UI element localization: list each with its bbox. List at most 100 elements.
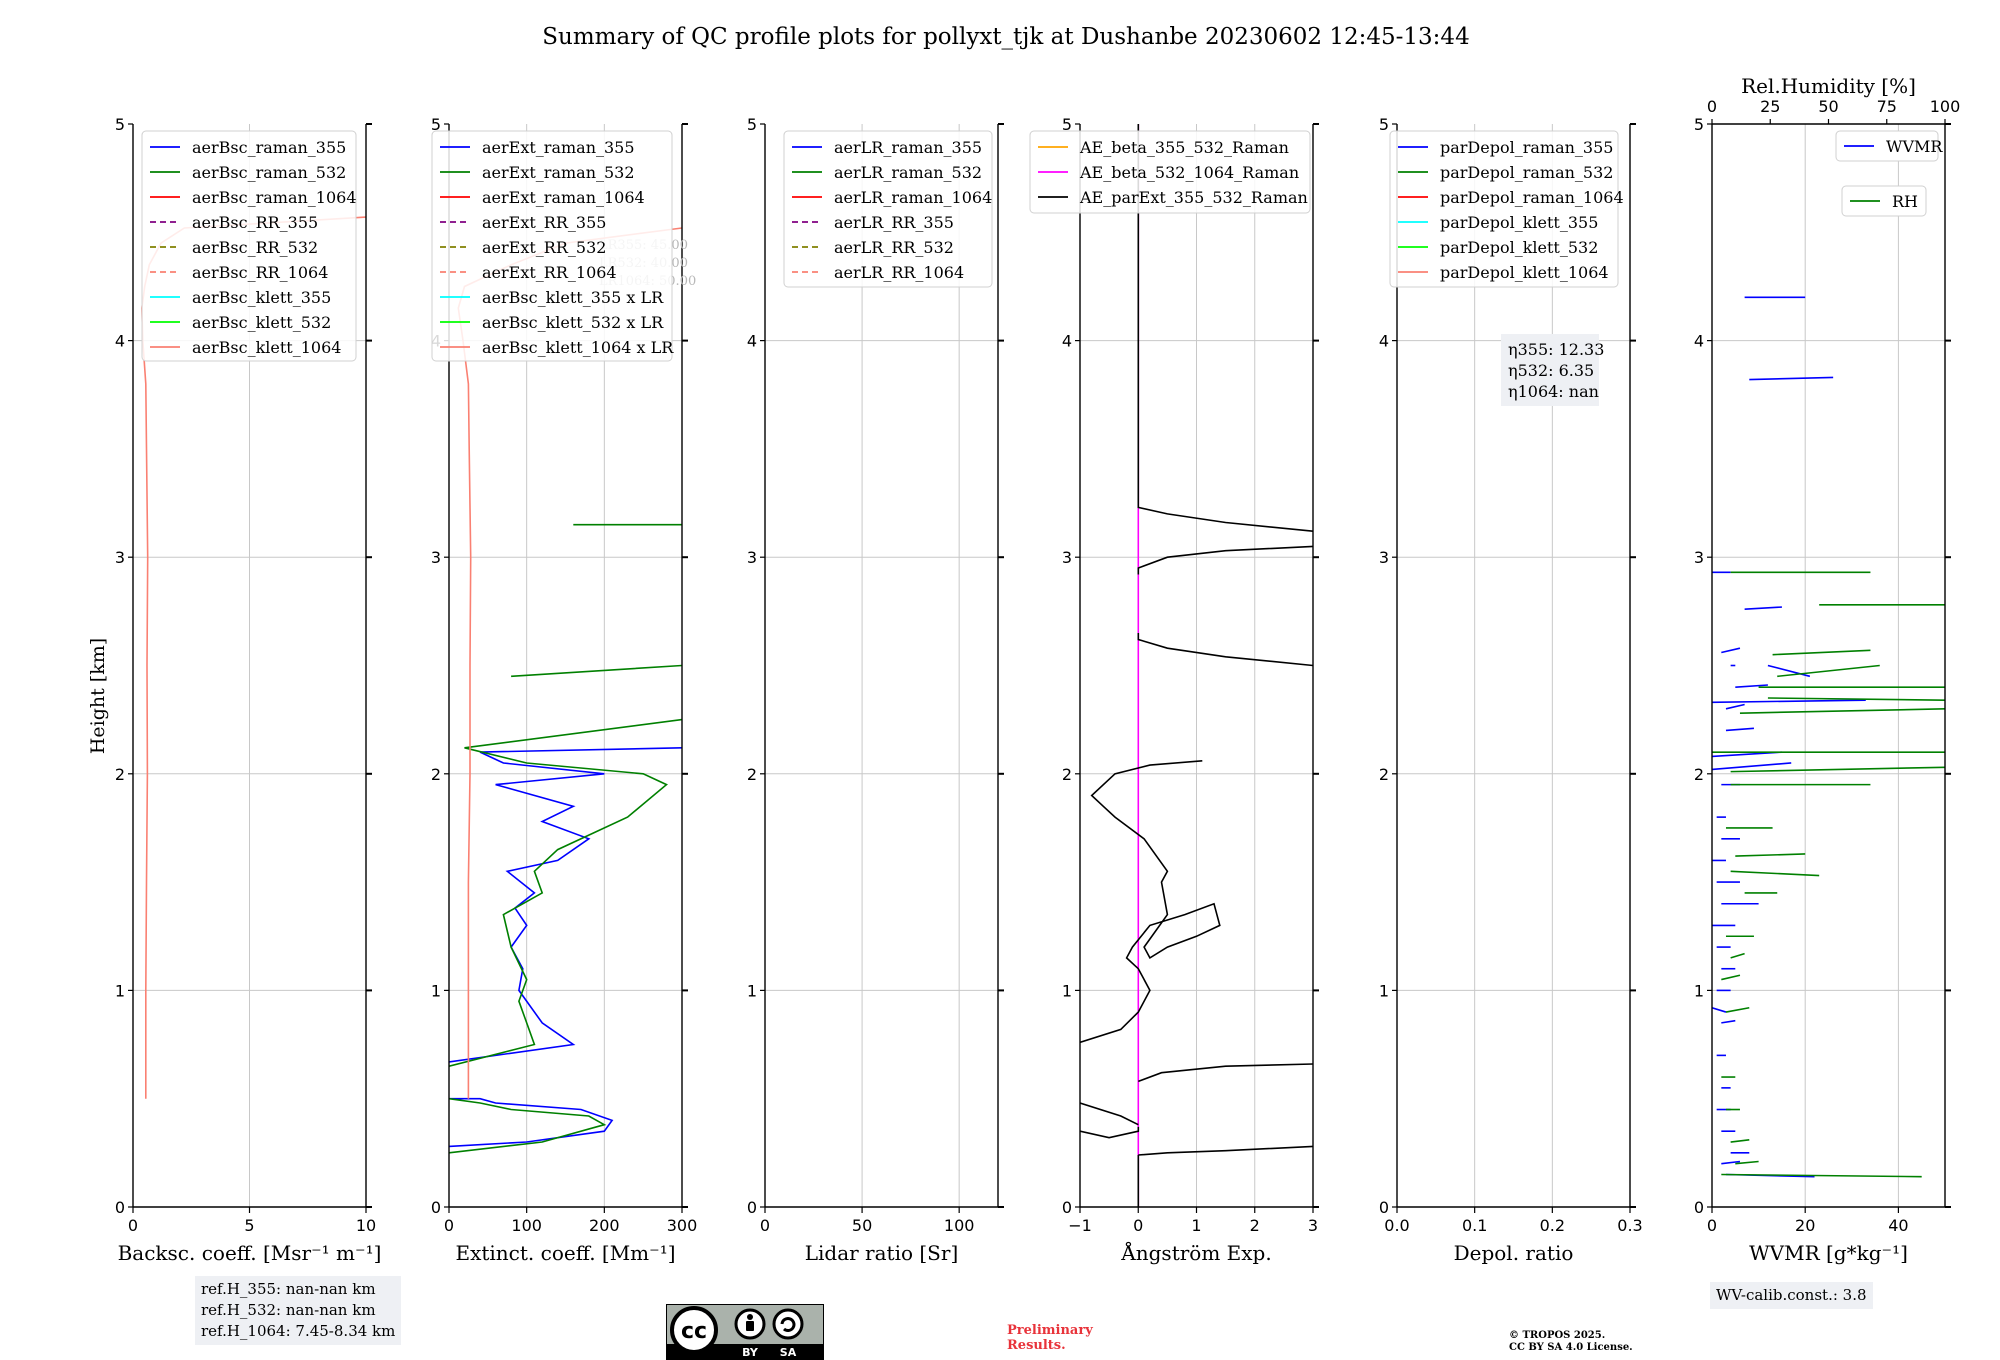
- top-x-tick-label: 25: [1760, 97, 1780, 116]
- plot-area: [1080, 124, 1313, 1207]
- legend-entry: aerLR_RR_355: [834, 213, 954, 232]
- cc-license-badge: cc BY SA: [666, 1304, 824, 1360]
- y-tick-label: 4: [1694, 332, 1704, 351]
- legend-entry: aerBsc_klett_355 x LR: [482, 288, 664, 307]
- x-tick-label: 200: [589, 1216, 620, 1235]
- top-x-tick-label: 75: [1877, 97, 1897, 116]
- y-tick-label: 4: [1062, 332, 1072, 351]
- eta-label: η355: 12.33: [1508, 340, 1604, 359]
- legend-entry: aerBsc_RR_1064: [192, 263, 328, 282]
- x-tick-label: 20: [1795, 1216, 1815, 1235]
- x-tick-label: 0: [1707, 1216, 1717, 1235]
- y-tick-label: 3: [747, 548, 757, 567]
- x-tick-label: 10: [356, 1216, 376, 1235]
- top-x-tick-label: 100: [1930, 97, 1961, 116]
- panel-backscatter: 0 1 2 3 4 5 0 5 10 Backsc. coeff. [Msr⁻¹ m⁻¹] aerB…: [115, 115, 382, 1265]
- series-wvmr-segment: [1721, 1160, 1741, 1165]
- y-tick-label: 1: [431, 981, 441, 1000]
- y-tick-label: 2: [431, 765, 441, 784]
- copyright-note: © TROPOS 2025. CC BY SA 4.0 License.: [1509, 1330, 1633, 1354]
- x-tick-label: 0: [760, 1216, 770, 1235]
- y-tick-label: 0: [747, 1198, 757, 1217]
- y-tick-label: 1: [1062, 981, 1072, 1000]
- legend-box: [431, 130, 673, 362]
- legend-box: [1841, 185, 1927, 217]
- series-aerext_raman_355: [449, 747, 682, 1148]
- series-wvmr-segment: [1725, 703, 1745, 710]
- legend-entry: aerBsc_RR_532: [192, 238, 318, 257]
- legend-entry: aerLR_RR_532: [834, 238, 954, 257]
- series-wvmr-segment: [1744, 606, 1782, 610]
- series-rh-segment: [1730, 870, 1820, 877]
- ref-line: ref.H_1064: 7.45-8.34 km: [201, 1322, 396, 1340]
- legend-entry: aerExt_raman_1064: [482, 188, 645, 207]
- y-tick-label: 2: [1379, 765, 1389, 784]
- legend-entry: parDepol_raman_532: [1440, 163, 1613, 182]
- y-tick-label: 4: [1379, 332, 1389, 351]
- legend-entry: aerBsc_raman_532: [192, 163, 346, 182]
- y-tick-label: 5: [747, 115, 757, 134]
- legend-entry: parDepol_raman_1064: [1440, 188, 1624, 207]
- x-tick-label: 0: [1133, 1216, 1143, 1235]
- series-wvmr-segment: [1721, 647, 1741, 654]
- y-tick-label: 3: [1062, 548, 1072, 567]
- x-axis-label: Lidar ratio [Sr]: [805, 1241, 959, 1265]
- series-aerext_raman_532: [449, 523, 682, 1154]
- series-rh-segment: [1739, 708, 1945, 714]
- legend-entry: parDepol_klett_532: [1440, 238, 1598, 257]
- y-tick-label: 2: [747, 765, 757, 784]
- x-tick-label: 50: [852, 1216, 872, 1235]
- series-wvmr-segment: [1749, 376, 1834, 381]
- legend-entry: aerBsc_klett_1064 x LR: [482, 338, 674, 357]
- x-tick-label: 1: [1191, 1216, 1201, 1235]
- legend-entry: aerExt_RR_1064: [482, 263, 617, 282]
- legend-entry: aerBsc_raman_1064: [192, 188, 357, 207]
- legend-box: [1389, 130, 1619, 288]
- legend-entry: parDepol_klett_1064: [1440, 263, 1609, 282]
- eta-label: η532: 6.35: [1508, 361, 1594, 380]
- legend-box: [783, 130, 993, 288]
- sa-label: SA: [780, 1346, 797, 1359]
- legend-entry: aerExt_RR_355: [482, 213, 606, 232]
- series-wvmr-segment: [1735, 684, 1768, 688]
- legend-entry: RH: [1892, 192, 1918, 211]
- y-tick-label: 3: [1379, 548, 1389, 567]
- y-tick-label: 2: [1062, 765, 1072, 784]
- eta-box: [1501, 334, 1599, 406]
- figure-title: Summary of QC profile plots for pollyxt_…: [542, 24, 1469, 50]
- x-tick-label: 2: [1250, 1216, 1260, 1235]
- series-wvmr-segment: [1725, 727, 1755, 732]
- series-wvmr-segment: [1721, 1019, 1736, 1024]
- y-axis-label: Height [km]: [87, 638, 109, 754]
- legend-entry: parDepol_raman_355: [1440, 138, 1613, 157]
- legend-entry: aerLR_raman_355: [834, 138, 982, 157]
- y-tick-label: 1: [747, 981, 757, 1000]
- y-tick-label: 1: [1379, 981, 1389, 1000]
- series-wvmr-segment: [1767, 664, 1811, 678]
- series-rh-segment: [1772, 649, 1871, 656]
- series-rh-segment: [1735, 853, 1806, 857]
- series-rh-segment: [1725, 1006, 1750, 1013]
- preliminary-note: Preliminary Results.: [1007, 1323, 1093, 1353]
- x-axis-label: WVMR [g*kg⁻¹]: [1749, 1241, 1908, 1265]
- plot-area: [449, 227, 682, 1154]
- y-tick-label: 0: [1379, 1198, 1389, 1217]
- wv-calib-box: WV-calib.const.: 3.8: [1710, 1282, 1873, 1309]
- series-rh-segment: [1730, 952, 1745, 959]
- x-tick-label: 0.0: [1384, 1216, 1409, 1235]
- legend-entry: aerLR_raman_532: [834, 163, 982, 182]
- legend-entry: WVMR: [1886, 137, 1943, 156]
- x-tick-label: 3: [1308, 1216, 1318, 1235]
- wv-calib-text: WV-calib.const.: 3.8: [1716, 1286, 1867, 1304]
- y-tick-label: 2: [115, 765, 125, 784]
- x-tick-label: 0.3: [1617, 1216, 1642, 1235]
- x-tick-label: 5: [244, 1216, 254, 1235]
- y-tick-label: 4: [115, 332, 125, 351]
- x-tick-label: 300: [667, 1216, 698, 1235]
- legend-entry: aerBsc_klett_355: [192, 288, 331, 307]
- x-tick-label: 0.2: [1540, 1216, 1565, 1235]
- y-tick-label: 5: [115, 115, 125, 134]
- x-tick-label: 100: [944, 1216, 975, 1235]
